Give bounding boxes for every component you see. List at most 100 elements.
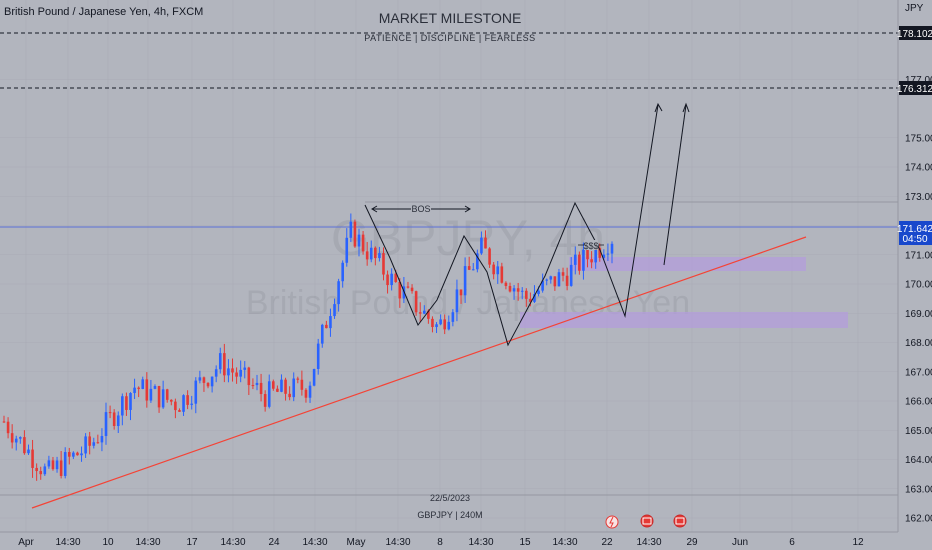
candle-body (357, 234, 361, 247)
candle-body (194, 380, 198, 404)
candle-body (496, 266, 500, 275)
candle-body (108, 412, 112, 414)
price-tick-label: 171.000 (905, 250, 932, 261)
candle-body (263, 394, 267, 407)
candle-body (259, 382, 263, 395)
candle-body (480, 237, 483, 254)
candle-body (398, 281, 402, 299)
candle-body (418, 312, 422, 314)
candle-body (594, 248, 597, 263)
gridlines (0, 0, 898, 532)
level-tag-178[interactable] (899, 26, 932, 40)
dividend-icon[interactable] (605, 515, 619, 529)
candle-body (316, 343, 320, 369)
candle-body (104, 412, 108, 437)
candle-body (206, 382, 210, 387)
candle-body (406, 286, 410, 288)
candle-body (47, 460, 51, 467)
candle-body (561, 272, 565, 276)
candle-body (116, 415, 120, 426)
candle-body (174, 401, 177, 411)
candle-body (129, 393, 132, 410)
candle-body (525, 290, 528, 299)
candle-body (84, 436, 87, 454)
time-tick-label: 15 (519, 537, 531, 548)
candle-body (39, 471, 43, 475)
candle-body (141, 379, 145, 389)
candle-body (320, 324, 324, 344)
candle-body (439, 319, 442, 325)
candle-body (35, 467, 38, 472)
time-tick-label: 14:30 (636, 537, 661, 548)
candle-body (304, 389, 308, 398)
symbol-title[interactable]: British Pound / Japanese Yen, 4h, FXCM (4, 6, 203, 18)
economic-event-icon-2[interactable] (673, 514, 687, 528)
candle-body (606, 253, 610, 255)
candle-body (545, 279, 549, 281)
candle-body (31, 449, 34, 468)
time-tick-label: 14:30 (468, 537, 493, 548)
candle-body (341, 262, 344, 282)
candle-body (512, 288, 516, 292)
candle-body (55, 460, 59, 470)
demand-zone-lower[interactable] (520, 312, 848, 328)
time-axis[interactable] (0, 532, 898, 550)
price-tick-label: 174.000 (905, 163, 932, 174)
chart-subtitle: PATIENCE | DISCIPLINE | FEARLESS (364, 33, 535, 43)
level-tag-176[interactable] (899, 81, 932, 95)
price-tick-label: 177.000 (905, 75, 932, 86)
candle-body (467, 266, 471, 270)
candle-body (272, 381, 275, 389)
price-tick-label: 173.000 (905, 192, 932, 203)
candle-body (190, 403, 194, 405)
time-tick-label: 14:30 (220, 537, 245, 548)
candle-body (63, 452, 67, 476)
price-tick-label: 163.000 (905, 484, 932, 495)
candle-body (520, 290, 524, 292)
price-tick-label: 164.000 (905, 455, 932, 466)
candle-body (500, 266, 504, 283)
candle-body (227, 368, 230, 376)
candle-body (410, 287, 414, 292)
candles (2, 213, 614, 481)
candle-body (394, 273, 398, 282)
candle-body (280, 379, 283, 392)
candle-body (312, 368, 316, 386)
candle-body (10, 433, 14, 443)
candle-body (170, 399, 173, 402)
candle-body (247, 367, 251, 386)
candle-body (308, 385, 312, 398)
projection-arrow-up[interactable] (663, 104, 687, 266)
arrow-head-2 (682, 102, 690, 113)
footer-symbol-interval: GBPJPY | 240M (417, 510, 482, 520)
time-tick-label: May (347, 537, 366, 548)
candle-body (414, 291, 418, 313)
candle-body (325, 324, 328, 329)
trendline[interactable] (31, 236, 807, 509)
time-tick-label: Jun (732, 537, 748, 548)
price-tick-label: 170.000 (905, 280, 932, 291)
economic-event-icon-1[interactable] (640, 514, 654, 528)
candle-body (549, 276, 553, 280)
candle-body (223, 353, 226, 376)
time-tick-label: 14:30 (55, 537, 80, 548)
candle-body (96, 442, 100, 444)
candle-body (382, 253, 385, 275)
current-price-tag[interactable] (899, 221, 932, 245)
candle-body (537, 290, 540, 295)
candle-body (578, 254, 581, 271)
demand-zone-upper[interactable] (569, 257, 806, 271)
candle-body (27, 449, 30, 454)
time-tick-label: 22 (601, 537, 613, 548)
level-tag-176-text: 176.312 (897, 84, 932, 95)
candle-body (218, 353, 222, 370)
price-pattern-drawing[interactable] (364, 104, 659, 347)
candle-body (239, 369, 242, 377)
candle-body (431, 318, 434, 328)
candle-body (51, 460, 55, 470)
candle-body (337, 281, 340, 305)
candle-body (386, 274, 389, 286)
candle-body (586, 249, 589, 260)
